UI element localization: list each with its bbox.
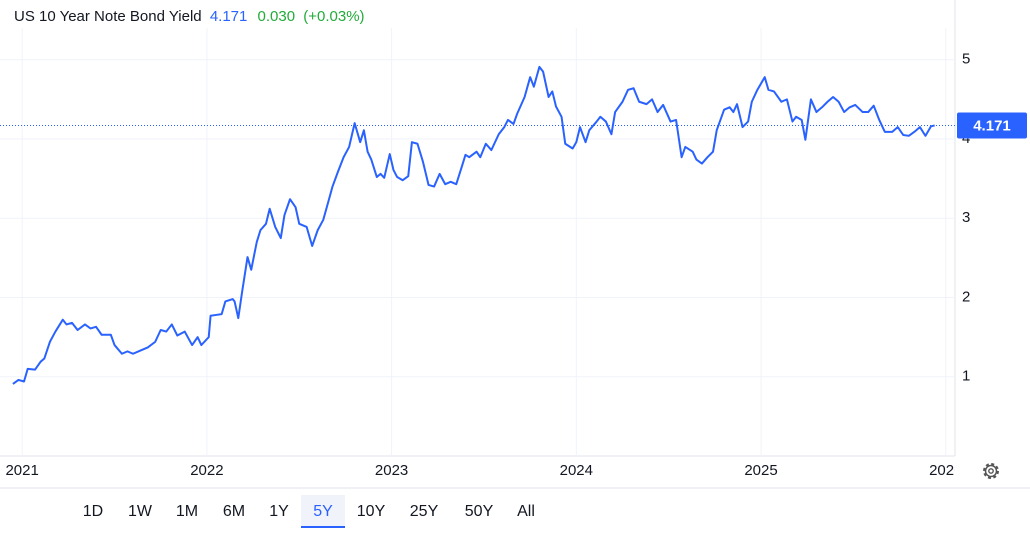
x-tick-label: 2022 — [190, 462, 223, 479]
gear-ring — [984, 464, 998, 478]
range-button[interactable]: 1M — [176, 503, 198, 520]
y-labels: 1 2 3 4 5 — [962, 51, 970, 385]
range-button[interactable]: 1Y — [269, 503, 289, 520]
price-label: 4.171 — [973, 117, 1011, 134]
x-tick-label: 2023 — [375, 462, 408, 479]
y-tick-label: 4 — [962, 130, 970, 147]
yield-line — [12, 65, 935, 385]
y-tick-label: 2 — [962, 288, 970, 305]
x-labels: 2021 2022 2023 2024 2025 2026 — [5, 462, 962, 479]
range-button[interactable]: 10Y — [357, 503, 386, 520]
y-tick-label: 5 — [962, 51, 970, 68]
gear-hub — [988, 468, 994, 474]
range-button[interactable]: 25Y — [410, 503, 439, 520]
title: US 10 Year Note Bond Yield — [14, 8, 202, 25]
range-button-bg — [301, 495, 345, 527]
plot — [0, 65, 955, 385]
change: 0.030 — [258, 8, 296, 25]
header-text: US 10 Year Note Bond Yield 4.171 0.030 (… — [14, 8, 365, 25]
range-button[interactable]: 50Y — [465, 503, 494, 520]
range-button[interactable]: 6M — [223, 503, 245, 520]
y-tick-label: 3 — [962, 209, 970, 226]
y-tick-label: 1 — [962, 368, 970, 385]
range-button[interactable]: All — [517, 503, 535, 520]
price: 4.171 — [210, 8, 248, 25]
x-tick-label: 2021 — [5, 462, 38, 479]
range-toolbar: 1D 1W 1M 6M 1Y 5Y 10Y 25Y 50Y All — [83, 495, 535, 528]
range-button[interactable]: 1D — [83, 503, 103, 520]
change-percent: (+0.03%) — [303, 8, 364, 25]
gear-teeth — [983, 463, 999, 479]
settings-icon[interactable] — [983, 463, 999, 479]
grid — [0, 28, 955, 456]
price-label-box — [957, 112, 1027, 139]
range-button[interactable]: 5Y — [313, 503, 333, 520]
range-button[interactable]: 1W — [128, 503, 153, 520]
x-tick-label: 2026 — [929, 462, 962, 479]
x-tick-label: 2024 — [560, 462, 593, 479]
header: US 10 Year Note Bond Yield 4.171 0.030 (… — [14, 8, 365, 25]
x-tick-label: 2025 — [744, 462, 777, 479]
